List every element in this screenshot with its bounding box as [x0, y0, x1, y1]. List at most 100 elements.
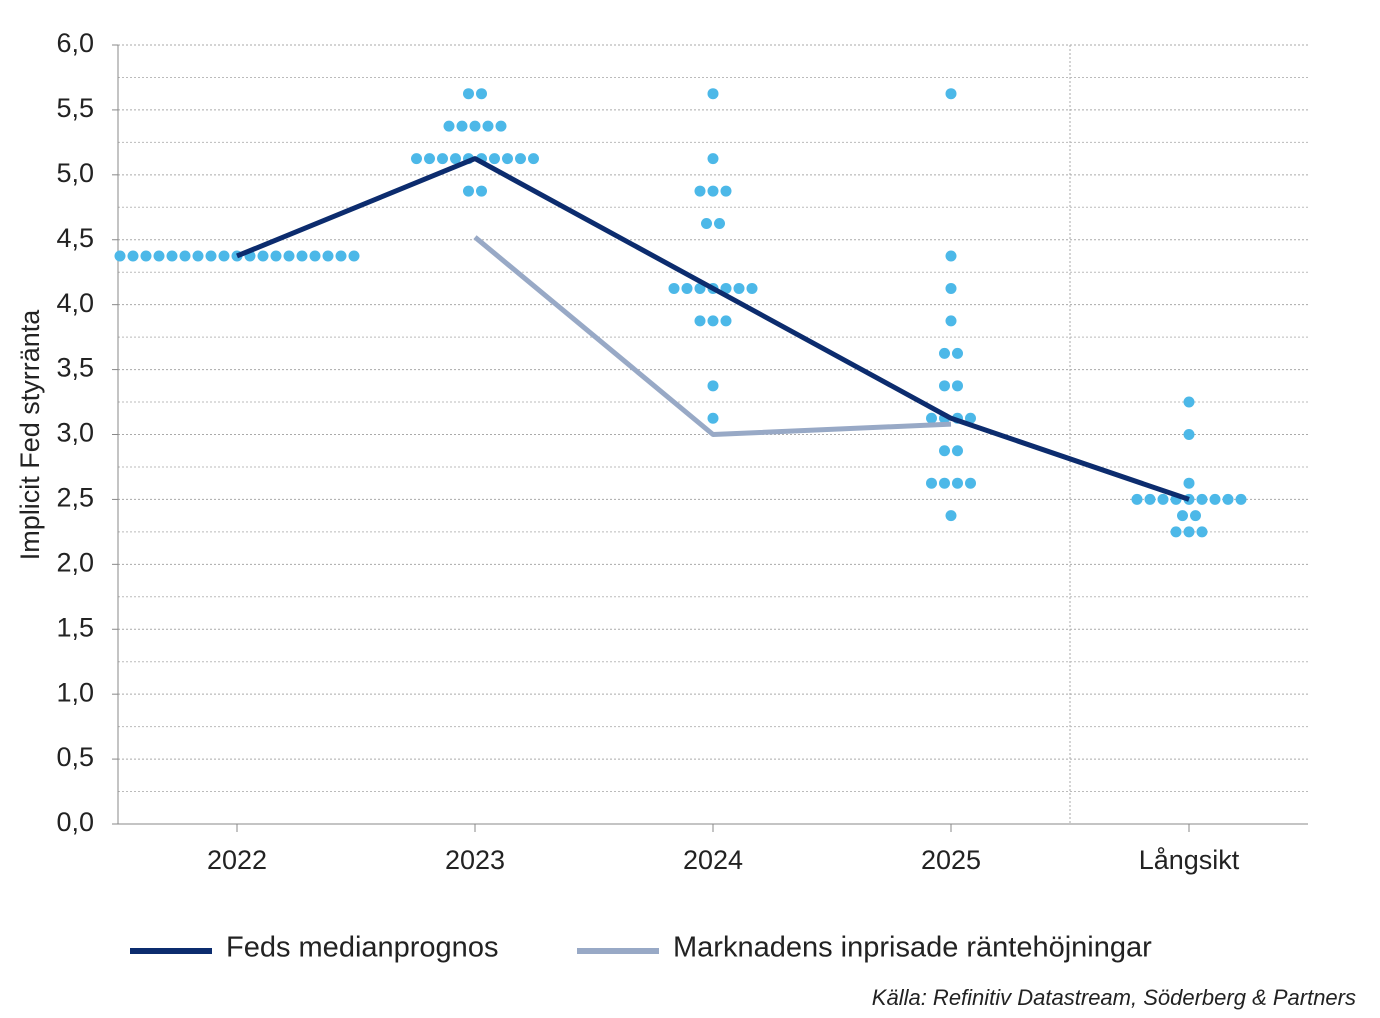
y-tick-label: 0,0 — [56, 807, 94, 837]
dot — [270, 250, 282, 262]
dot — [952, 477, 963, 489]
x-tick-label: 2023 — [445, 845, 505, 875]
dot — [1235, 493, 1247, 505]
y-tick-label: 2,5 — [56, 483, 94, 513]
dot — [945, 510, 957, 522]
dot — [153, 250, 165, 262]
x-tick-label: 2024 — [683, 845, 743, 875]
dot — [926, 412, 937, 424]
dot — [746, 282, 758, 294]
dot — [952, 347, 963, 359]
dot — [1144, 493, 1156, 505]
source: Källa: Refinitiv Datastream, Söderberg &… — [872, 985, 1356, 1010]
dot — [1170, 526, 1182, 538]
dot — [1177, 510, 1188, 522]
x-tick-label: 2022 — [207, 845, 267, 875]
dot — [1183, 477, 1195, 489]
dot — [140, 250, 152, 262]
dot — [1209, 493, 1221, 505]
legend-label: Feds medianprognos — [226, 932, 498, 964]
dot — [114, 250, 126, 262]
dot — [707, 412, 719, 424]
dot — [450, 153, 461, 165]
dot — [720, 185, 732, 197]
dot — [1157, 493, 1169, 505]
dot — [733, 282, 745, 294]
dot — [218, 250, 230, 262]
y-axis-label: Implicit Fed styrränta — [15, 309, 45, 561]
dot — [668, 282, 680, 294]
dot — [720, 315, 732, 327]
dot — [476, 88, 487, 100]
dot — [1190, 510, 1201, 522]
dot — [714, 218, 725, 230]
y-tick-label: 4,5 — [56, 223, 94, 253]
dot — [707, 88, 719, 100]
dot — [296, 250, 308, 262]
dot — [945, 315, 957, 327]
dot — [127, 250, 139, 262]
dot — [1196, 493, 1208, 505]
dot — [528, 153, 539, 165]
dot — [515, 153, 526, 165]
dot — [456, 120, 468, 132]
y-tick-label: 1,0 — [56, 677, 94, 707]
dot — [965, 477, 976, 489]
dot — [694, 185, 706, 197]
dot — [1183, 526, 1195, 538]
y-tick-label: 3,0 — [56, 418, 94, 448]
dot — [939, 445, 950, 457]
dot — [335, 250, 347, 262]
dot — [348, 250, 360, 262]
dot — [1131, 493, 1143, 505]
dot — [322, 250, 334, 262]
dot — [945, 282, 957, 294]
y-tick-label: 5,0 — [56, 158, 94, 188]
dot — [945, 250, 957, 262]
dot — [701, 218, 712, 230]
y-tick-label: 2,0 — [56, 547, 94, 577]
dot — [482, 120, 494, 132]
dot — [463, 88, 474, 100]
dot — [179, 250, 191, 262]
dot — [952, 445, 963, 457]
dot — [965, 412, 976, 424]
y-tick-label: 0,5 — [56, 742, 94, 772]
dot — [707, 380, 719, 392]
y-tick-label: 6,0 — [56, 28, 94, 58]
y-tick-label: 1,5 — [56, 612, 94, 642]
dot — [411, 153, 422, 165]
dot — [309, 250, 321, 262]
dot — [926, 477, 937, 489]
dot — [495, 120, 507, 132]
dot — [1183, 429, 1195, 440]
line — [236, 156, 1190, 502]
dot — [1196, 526, 1208, 538]
y-tick-label: 4,0 — [56, 288, 94, 318]
legend-label: Marknadens inprisade räntehöjningar — [673, 932, 1152, 964]
dot — [707, 153, 719, 165]
dot — [939, 347, 950, 359]
dot — [476, 185, 487, 197]
dot — [1183, 396, 1195, 408]
dot — [945, 88, 957, 100]
dot — [952, 380, 963, 392]
dot — [166, 250, 178, 262]
dot — [192, 250, 204, 262]
dot — [939, 380, 950, 392]
x-tick-label: Långsikt — [1139, 845, 1240, 875]
dot — [707, 185, 719, 197]
dot — [283, 250, 295, 262]
dot — [489, 153, 500, 165]
y-tick-label: 3,5 — [56, 353, 94, 383]
dot — [257, 250, 269, 262]
y-tick-label: 5,5 — [56, 93, 94, 123]
dot — [463, 185, 474, 197]
dot — [939, 477, 950, 489]
dot — [502, 153, 513, 165]
dot — [424, 153, 435, 165]
dot — [681, 282, 693, 294]
line — [473, 235, 952, 437]
dot — [694, 315, 706, 327]
